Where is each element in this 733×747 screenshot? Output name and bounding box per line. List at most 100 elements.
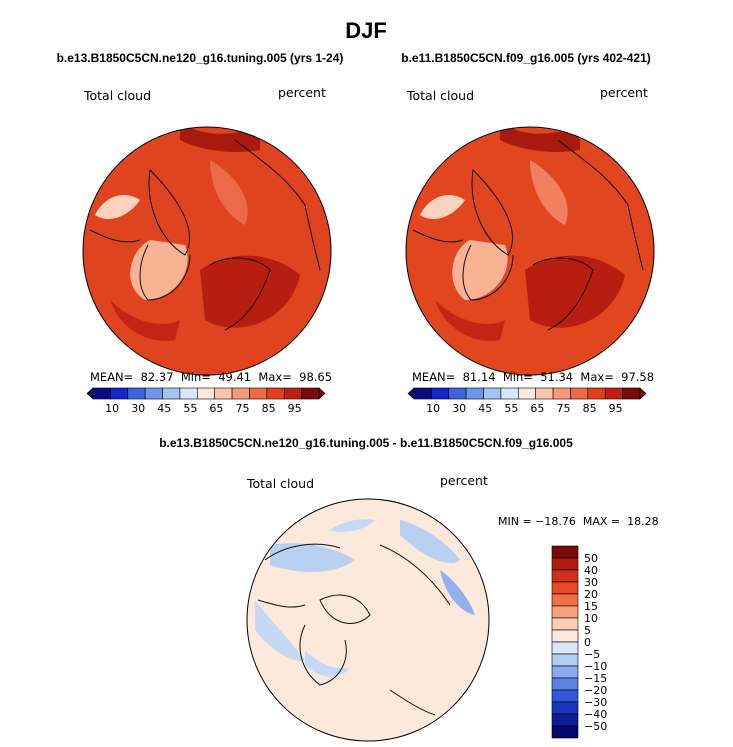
panel-2-pacific-field: [500, 127, 580, 152]
panel-1-coastline-europe: [209, 257, 271, 331]
colorbar-0-bin-9: [249, 387, 268, 400]
colorbar-1-high-end: [639, 387, 647, 400]
colorbar-2-tick-label: −20: [584, 684, 607, 697]
colorbar-1-tick-label: 95: [609, 402, 623, 415]
colorbar-1-bin-5: [500, 387, 519, 400]
colorbar-0-tick-label: 45: [157, 402, 171, 415]
panel-3-coastline-alaska: [264, 543, 341, 561]
panel-3-map-border: [246, 498, 490, 742]
panel-1-stats: MEAN= 82.37 Min= 49.41 Max= 98.65: [90, 370, 332, 384]
panel-1-variable-label: Total cloud: [83, 88, 151, 103]
panel-2-field-base: [406, 127, 654, 375]
panel-3-stats: MIN = −18.76 MAX = 18.28: [498, 515, 659, 528]
colorbar-2-tick-label: −40: [584, 708, 607, 721]
colorbar-0-low-end: [86, 387, 94, 400]
panel-2-canada-field: [420, 195, 465, 220]
colorbar-1-tick-label: 45: [478, 402, 492, 415]
colorbar-2-tick-label: −10: [584, 660, 607, 673]
panel-2-units-label: percent: [600, 85, 648, 100]
colorbar-2-tick-label: 20: [584, 588, 598, 601]
panel-1-map: [82, 126, 332, 376]
panel-2-coastline-asia: [557, 139, 644, 271]
panel-2-coastline-europe: [532, 257, 594, 331]
colorbar-2-bin-8: [551, 641, 579, 655]
colorbar-1-bin-11: [604, 387, 623, 400]
colorbar-0-bin-10: [266, 387, 285, 400]
colorbar-2-tick-label: 15: [584, 600, 598, 613]
panel-3-negative-region-6: [330, 519, 375, 532]
colorbar-1-tick-label: 10: [426, 402, 440, 415]
panel-1-coastline-asia: [234, 139, 321, 271]
panel-3-negative-region-4: [440, 570, 475, 615]
colorbar-0-tick-label: 30: [131, 402, 145, 415]
colorbar-2-tick-label: 10: [584, 612, 598, 625]
colorbar-2-bin-7: [551, 629, 579, 643]
colorbar-0-tick-label: 75: [236, 402, 250, 415]
panel-3-variable-label: Total cloud: [246, 476, 314, 491]
colorbar-1-low-end: [407, 387, 415, 400]
colorbar-2-tick-label: 0: [584, 636, 591, 649]
panel-3-negative-region-3: [400, 520, 460, 564]
panel-1-coastline-archipelago: [148, 168, 190, 256]
panel-2-coastline-greenland: [462, 244, 514, 301]
colorbar-0-bin-12: [301, 387, 320, 400]
colorbar-2-tick-label: 50: [584, 552, 598, 565]
panel-3-title: b.e13.B1850C5CN.ne120_g16.tuning.005 - b…: [159, 436, 573, 450]
colorbar-1-bin-6: [518, 387, 536, 400]
panel-3-negative-region-1: [270, 543, 355, 572]
colorbar-0-bin-11: [283, 387, 302, 400]
colorbar-2-bin-14: [551, 713, 579, 727]
panel-2-atlantic-field: [525, 255, 625, 328]
colorbar-1-tick-label: 30: [452, 402, 466, 415]
colorbar-2-bin-9: [551, 653, 579, 667]
colorbar-1-bin-10: [587, 387, 606, 400]
panel-2-coastline-archipelago: [471, 168, 513, 256]
colorbar-1-tick-label: 65: [530, 402, 544, 415]
panel-2-title: b.e11.B1850C5CN.f09_g16.005 (yrs 402-421…: [401, 51, 651, 65]
figure-title: DJF: [345, 18, 387, 43]
panel-1-labrador-field: [110, 300, 180, 341]
panel-3-coastline-archipelago: [319, 594, 371, 624]
colorbar-2-tick-label: −30: [584, 696, 607, 709]
panel-3-field-base: [247, 499, 489, 741]
colorbar-2-bin-11: [551, 677, 579, 691]
panel-1-atlantic-field: [200, 255, 300, 328]
panel-1-units-label: percent: [278, 85, 326, 100]
panel-2-labrador-field: [435, 300, 505, 341]
colorbar-1-bin-2: [448, 387, 467, 400]
colorbar-2-tick-label: 40: [584, 564, 598, 577]
panel-1-greenland-field: [130, 240, 188, 300]
colorbar-0-bin-7: [214, 387, 233, 400]
colorbar-1-bin-9: [570, 387, 589, 400]
colorbar-2-tick-label: −15: [584, 672, 607, 685]
panel-3-coastline-europe: [389, 689, 436, 716]
colorbar-0-bin-1: [110, 387, 129, 400]
panel-1-coastline-america: [89, 229, 141, 243]
colorbar-1-bin-8: [552, 387, 571, 400]
panel-1-coastline-greenland: [139, 244, 191, 301]
panel-2-colorbar: 10 30 45 55 65 75 85 95: [407, 387, 647, 415]
colorbar-1-tick-label: 75: [557, 402, 571, 415]
colorbar-2-bin-4: [551, 593, 579, 607]
colorbar-0-tick-label: 85: [262, 402, 276, 415]
colorbar-0-bin-5: [179, 387, 198, 400]
panel-1-map-border: [82, 126, 332, 376]
colorbar-1-tick-label: 85: [583, 402, 597, 415]
colorbar-1-tick-label: 55: [504, 402, 518, 415]
colorbar-2-tick-label: 5: [584, 624, 591, 637]
panel-2-variable-label: Total cloud: [406, 88, 474, 103]
colorbar-2-bin-6: [551, 617, 579, 631]
colorbar-2-bin-1: [551, 557, 579, 571]
panel-2-stats: MEAN= 81.14 Min= 51.34 Max= 97.58: [412, 370, 654, 384]
colorbar-2-bin-12: [551, 689, 579, 703]
colorbar-0-bin-2: [127, 387, 146, 400]
panel-1-colorbar: 10 30 45 55 65 75 85 95: [86, 387, 326, 415]
colorbar-1-bin-1: [431, 387, 450, 400]
colorbar-1-bin-7: [535, 387, 554, 400]
panel-3-negative-region-2: [255, 600, 305, 661]
colorbar-2-bin-0: [551, 545, 579, 559]
colorbar-2-tick-label: −5: [584, 648, 600, 661]
panel-3-units-label: percent: [440, 473, 488, 488]
panel-2-map-border: [405, 126, 655, 376]
